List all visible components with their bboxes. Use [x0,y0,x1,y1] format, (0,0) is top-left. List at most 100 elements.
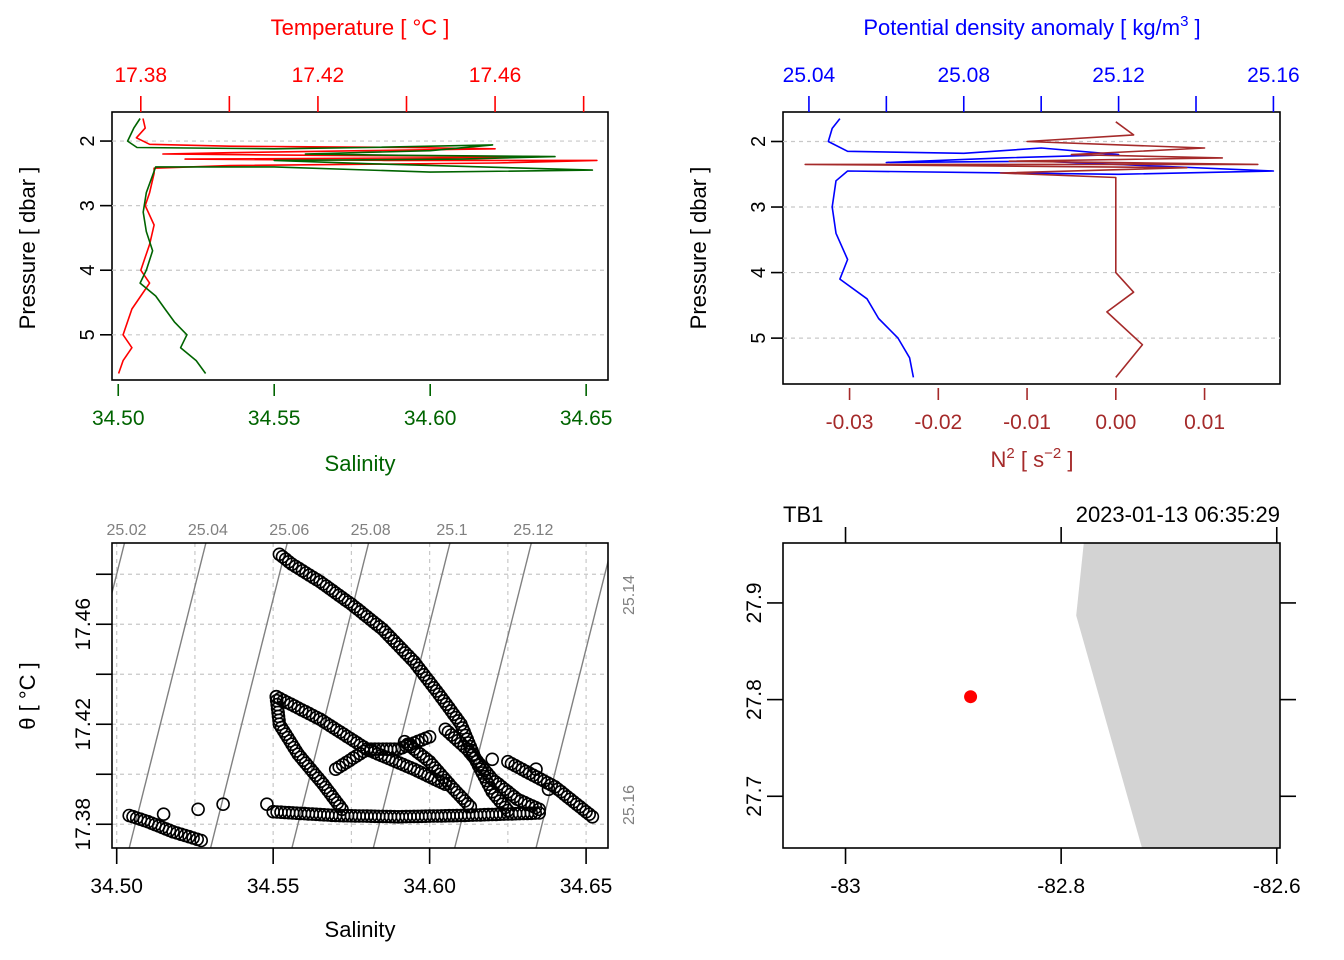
p4-station-name: TB1 [783,502,823,527]
data-point [278,727,293,742]
data-point [272,717,287,732]
p1-top-axis-title: Temperature [ °C ] [271,15,450,40]
station-marker [964,690,978,704]
p1-plot-frame [111,111,609,381]
data-point [292,561,306,576]
data-point [532,802,547,817]
p2-y-axis-title: Pressure [ dbar ] [686,167,711,330]
p1-grid [112,140,608,336]
p4-station [964,690,978,704]
data-point [528,806,543,820]
data-point [339,755,354,770]
bottom-tick-label: 34.65 [560,407,613,430]
data-point [216,797,230,812]
panel-ts-diagram: 34.50 34.55 34.60 34.65 17.38 17.42 17.46 25.0… [15,522,638,942]
y-tick-label: 3 [748,201,770,212]
bottom-tick-label: 34.50 [92,407,145,430]
isopycnal-label-top: 25.12 [513,522,553,539]
data-point [582,807,597,822]
panel-station-map: -83 -82.8 -82.6 27.7 27.8 27.9 TB1 2023-01-13… [743,502,1301,898]
data-point [349,749,364,763]
data-point [319,716,334,731]
data-point [280,730,295,745]
data-point [156,807,171,822]
data-point [313,712,327,727]
p2-top-title-sup: 3 [1180,13,1188,30]
p2-top-axis-title: Potential density anomaly [ kg/m3 ] [863,13,1200,40]
series-salinity [126,118,594,374]
isopycnal-label-top: 25.1 [436,522,467,539]
p2-bottom-title-mid: [ s [1015,447,1044,472]
p3-y-axis-title: θ [ °C ] [15,662,40,729]
y-tick-label: 17.38 [72,798,95,851]
data-point [285,737,299,752]
land-polygon [1076,543,1280,848]
y-tick-label: 2 [748,136,770,147]
y-tick-label: 4 [77,265,99,276]
x-tick-label: -83 [830,875,860,898]
bottom-tick-label: 0.01 [1184,411,1225,434]
y-tick-label: 27.8 [743,679,766,720]
data-point [529,762,543,777]
data-point [274,720,289,735]
data-point [333,725,348,739]
isopycnal-label-right: 25.14 [621,575,638,615]
data-point [299,566,313,580]
p2-bottom-title-sup: 2 [1006,445,1014,462]
data-point [306,570,320,585]
top-tick-label: 25.16 [1247,64,1300,87]
p4-land [1076,543,1280,848]
x-tick-label: -82.8 [1037,875,1085,898]
data-point [343,731,358,746]
data-point [346,733,361,748]
data-point [507,789,521,804]
y-tick-label: 17.42 [72,698,95,751]
p2-series [804,118,1275,378]
isopycnal-line [535,558,608,848]
p1-series [117,118,598,374]
data-point [295,563,310,578]
data-point [191,802,205,817]
data-point [451,714,466,728]
p1-y-axis-title: Pressure [ dbar ] [15,167,40,330]
data-point [316,714,331,729]
data-point [541,782,556,797]
p3-isopycnal-labels: 25.02 25.04 25.06 25.08 25.1 25.12 25.14 25.16 [106,522,638,825]
isopycnal-label-top: 25.04 [188,522,228,539]
top-tick-label: 17.42 [292,64,345,87]
data-point [422,729,437,744]
data-point [281,554,296,569]
y-tick-label: 27.9 [743,582,766,623]
isopycnal-line [128,543,207,848]
data-point [585,809,600,824]
p3-x-axis-title: Salinity [325,917,396,942]
data-point [335,757,350,772]
data-point [463,799,478,814]
data-point [332,760,347,774]
x-tick-label: 34.55 [247,875,300,898]
isopycnal-label-top: 25.08 [351,522,391,539]
data-point [336,727,351,742]
data-point [283,734,297,748]
data-point [330,723,344,737]
p2-bottom-title-sup2: −2 [1044,445,1061,462]
isopycnal-label-right: 25.16 [621,785,638,825]
p2-ticks: 2 3 4 5 25.04 25.08 25.12 25.16 -0.03 -0.02 -0.01 0… [748,64,1300,434]
x-tick-label: -82.6 [1253,875,1301,898]
top-tick-label: 25.12 [1092,64,1145,87]
y-tick-label: 5 [748,333,770,344]
p4-plot-frame [782,542,1281,849]
y-tick-label: 27.7 [743,776,766,817]
p2-plot-frame [782,111,1281,385]
panel-profile-density: 2 3 4 5 25.04 25.08 25.12 25.16 -0.03 -0.02 -0.01 0… [686,13,1300,472]
bottom-tick-label: 34.55 [248,407,301,430]
data-point [288,559,303,574]
top-tick-label: 17.38 [115,64,168,87]
bottom-tick-label: -0.03 [826,411,874,434]
data-point [328,762,343,777]
x-tick-label: 34.65 [560,875,613,898]
isopycnal-label-top: 25.06 [269,522,309,539]
p3-isopycnals [112,543,608,848]
data-point [326,720,341,735]
